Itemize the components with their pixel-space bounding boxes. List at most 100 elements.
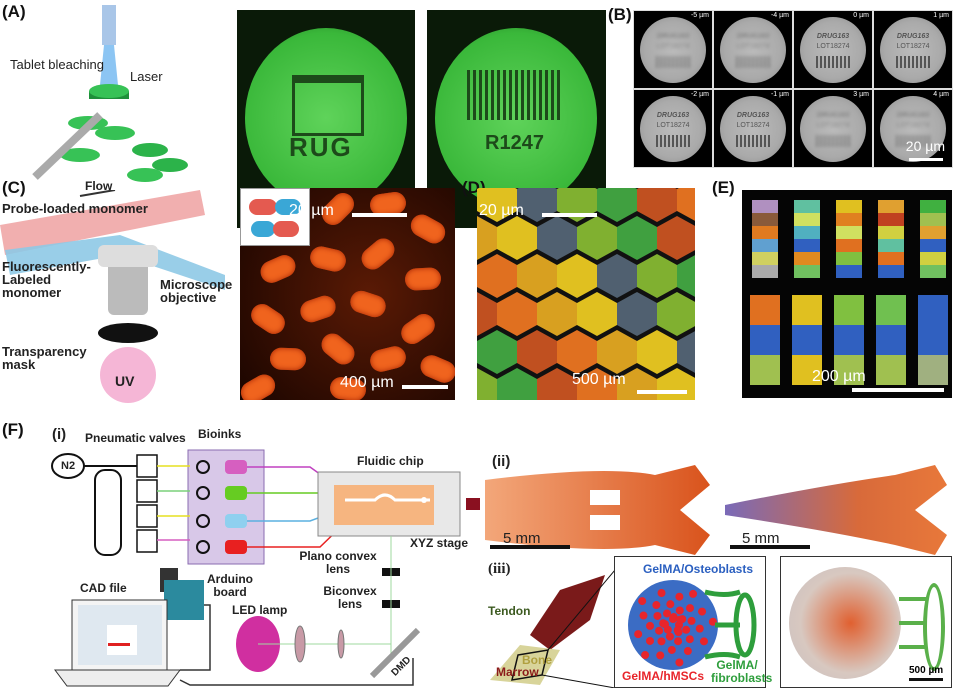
focus-tile: 3 µm DRUG163 LOT18274 <box>794 90 872 167</box>
cell-dot <box>708 617 717 626</box>
barcode-icon <box>816 135 850 147</box>
probe-monomer-label: Probe-loaded monomer <box>2 201 148 216</box>
objective-label: Microscope objective <box>160 277 233 305</box>
focus-depth-label: 3 µm <box>853 91 869 98</box>
barcode-icon <box>736 135 770 147</box>
hexagon-particle <box>617 292 657 336</box>
focus-depth-label: 0 µm <box>853 12 869 19</box>
scale-bar-label: 500 µm <box>572 371 626 388</box>
barcode-segment <box>750 295 780 325</box>
scale-bar-label: 500 µm <box>909 665 944 676</box>
plano-convex-lens-label: Plano convex lens <box>299 549 377 576</box>
particle <box>417 351 455 387</box>
cell-dot <box>699 637 708 646</box>
scale-bar-label: 20 µm <box>905 138 945 154</box>
barcode-segment <box>834 295 864 325</box>
hexagon-particle <box>557 330 597 374</box>
fluorescent-monomer-label: Fluorescently-Labeled monomer <box>2 259 91 300</box>
barcode-segment <box>792 295 822 325</box>
hexagon-particle <box>497 368 537 400</box>
cell-dot <box>655 626 664 635</box>
barcode-segment <box>794 226 820 239</box>
barcode-segment <box>878 252 904 265</box>
particle <box>246 299 290 339</box>
hexagon-particle <box>637 254 677 298</box>
panel-b-label: (B) <box>608 5 632 24</box>
barcode-segment <box>920 213 946 226</box>
barcode-segment <box>836 252 862 265</box>
hexagon-particle <box>477 254 517 298</box>
cell-dot <box>689 589 698 598</box>
particle <box>367 343 409 375</box>
cell-dot <box>652 601 661 610</box>
focus-depth-label: -2 µm <box>690 91 709 98</box>
barcode-icon <box>656 135 690 147</box>
panel-e-label: (E) <box>712 178 735 197</box>
cell-dot <box>634 630 643 639</box>
barcode-segment <box>834 325 864 355</box>
barcode-segment <box>920 226 946 239</box>
hexagon-particle <box>497 292 537 336</box>
cell-dot <box>661 620 670 629</box>
fluorescent-particles-image: 400 µm <box>240 188 455 400</box>
drug-text: DRUG163 <box>896 33 930 40</box>
barcode-segment <box>792 355 822 385</box>
xyz-stage-label: XYZ stage <box>410 536 469 550</box>
scale-bar-label: 5 mm <box>503 530 541 547</box>
barcode-icon <box>896 135 930 147</box>
scale-bar-label: 400 µm <box>340 374 394 391</box>
barcode-segment <box>876 325 906 355</box>
focus-tile: 0 µm DRUG163 LOT18274 <box>794 11 872 88</box>
bioprinting-setup-diagram <box>51 449 480 687</box>
tendon-bone-anatomy <box>490 570 615 688</box>
barcode-segment <box>876 355 906 385</box>
barcode-icon <box>467 70 563 120</box>
lot-text: LOT18274 <box>896 122 930 129</box>
cell-dot <box>646 636 655 645</box>
barcode-segment <box>920 265 946 278</box>
cell-dot <box>686 604 695 613</box>
particle <box>257 251 299 287</box>
barcode-segment <box>794 239 820 252</box>
hexagon-particle <box>677 330 695 374</box>
hexagon-particle <box>477 330 517 374</box>
scale-bar <box>352 213 407 217</box>
cell-dot <box>667 645 676 654</box>
panel-c-label: (C) <box>2 178 26 197</box>
arduino-board-label: Arduino board <box>207 572 253 599</box>
scale-bar-label: 20 µm <box>289 202 334 219</box>
barcode-segment <box>752 213 778 226</box>
barcode-segment <box>878 200 904 213</box>
lot-text: LOT18274 <box>816 43 850 50</box>
barcode-icon <box>816 56 850 68</box>
focus-depth-label: 1 µm <box>933 12 949 19</box>
focus-series-grid: -5 µm DRUG163 LOT18274 -4 µm DRUG163 LOT… <box>633 10 953 168</box>
particle <box>357 234 399 274</box>
barcode-segment <box>794 200 820 213</box>
osteoblasts-label: GelMA/Osteoblasts <box>643 562 754 576</box>
hexagon-particle <box>517 254 557 298</box>
drug-text: DRUG163 <box>736 112 770 119</box>
gelma-schematic: GelMA/Osteoblasts GelMA/hMSCs GelMA/ fib… <box>614 556 772 688</box>
barcode-segment <box>750 355 780 385</box>
hexagon-particle <box>537 216 577 260</box>
hexagon-particle <box>657 216 695 260</box>
cell-dot <box>673 626 682 635</box>
panel-a-label: (A) <box>2 2 26 21</box>
hexagon-particle <box>637 188 677 222</box>
barcode-segment <box>918 325 948 355</box>
barcode-segment <box>836 213 862 226</box>
hexagon-particle <box>657 292 695 336</box>
cell-dot <box>695 624 704 633</box>
barcode-segment <box>836 239 862 252</box>
particle <box>307 244 349 274</box>
scale-bar-label: 20 µm <box>479 202 524 219</box>
battery-label: 9v <box>142 576 150 583</box>
pneumatic-valves-label: Pneumatic valves <box>85 431 186 445</box>
barcode-icon <box>896 56 930 68</box>
hexagon-particle <box>537 368 577 400</box>
cell-dot <box>638 597 647 606</box>
cell-dot <box>646 621 655 630</box>
barcode-segment <box>920 200 946 213</box>
bioinks-label: Bioinks <box>198 427 242 441</box>
